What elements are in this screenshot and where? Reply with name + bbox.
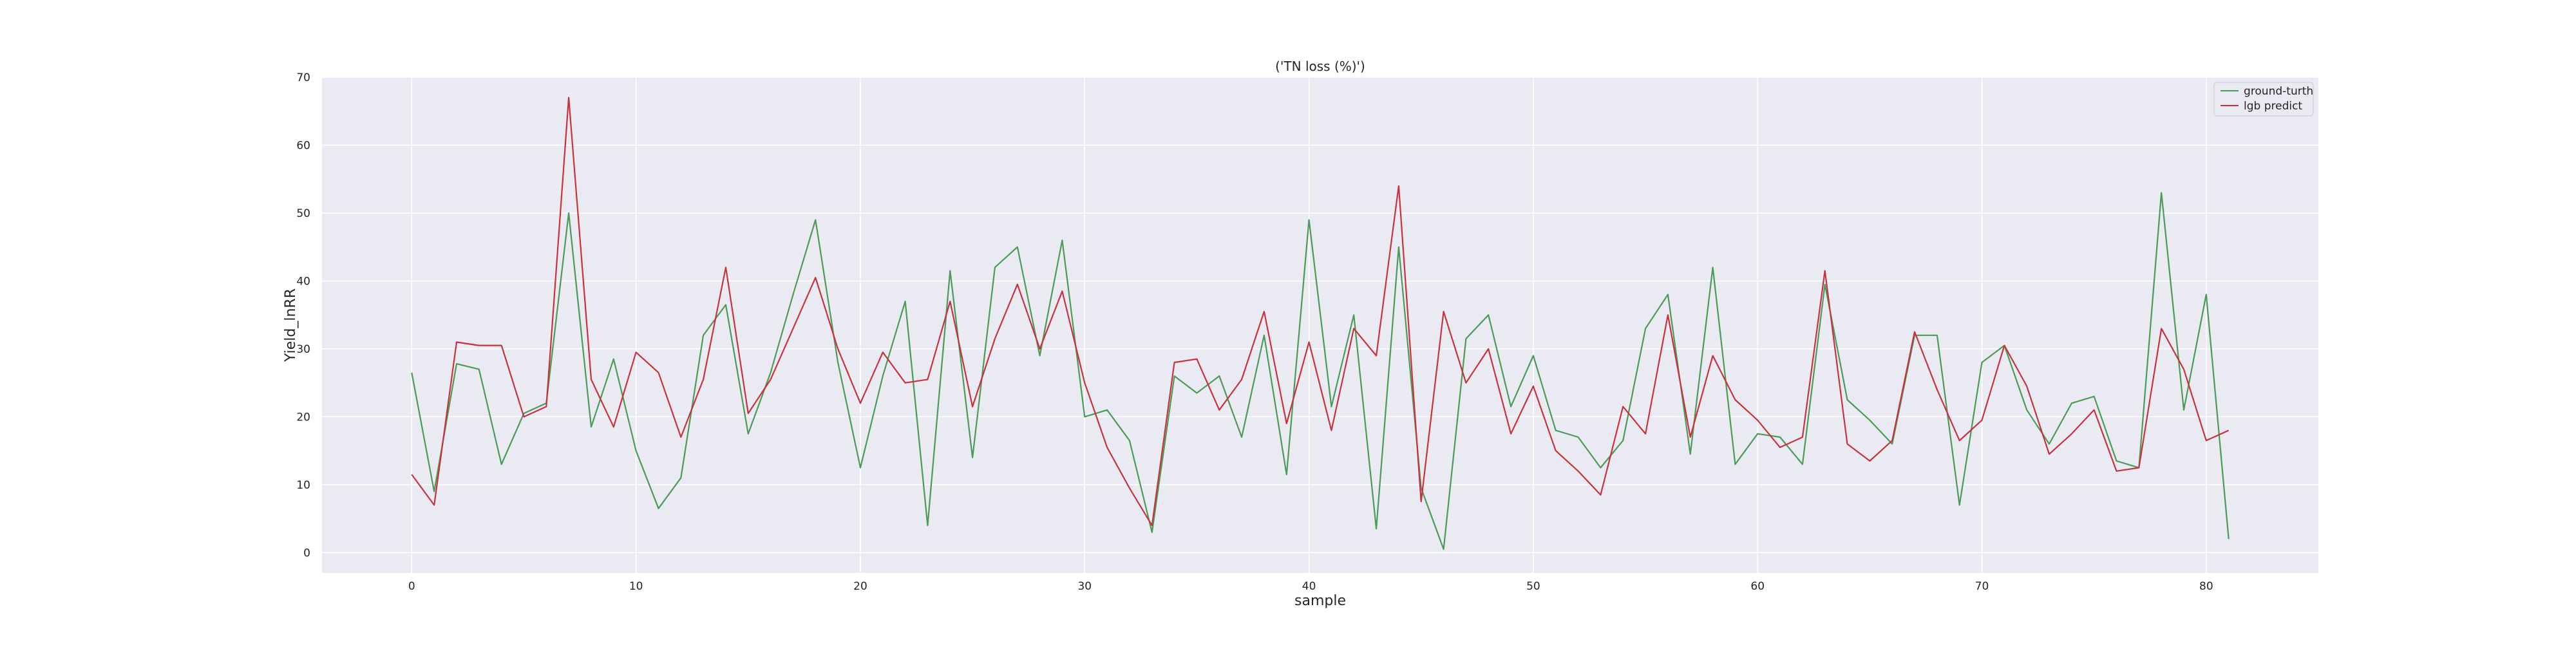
x-tick-label: 60: [1750, 580, 1765, 593]
x-tick-label: 50: [1526, 580, 1540, 593]
x-tick-label: 40: [1302, 580, 1316, 593]
y-tick-label: 20: [296, 411, 310, 424]
y-tick-label: 30: [296, 343, 310, 356]
y-tick-label: 10: [296, 479, 310, 492]
y-tick-label: 50: [296, 207, 310, 220]
x-tick-label: 70: [1975, 580, 1989, 593]
x-axis-label: sample: [1294, 593, 1346, 609]
legend-box: [2213, 82, 2314, 117]
x-tick-label: 10: [629, 580, 643, 593]
y-tick-label: 40: [296, 275, 310, 288]
y-tick-labels: 0 10 20 30 40 50 60 70: [296, 71, 310, 559]
series-line-lgb-predict: [411, 97, 2230, 527]
plot-area-background: [322, 77, 2318, 573]
x-tick-label: 30: [1077, 580, 1092, 593]
y-tick-label: 0: [303, 547, 310, 559]
grid-lines: [322, 77, 2318, 573]
legend-label-ground-turth: ground-turth: [2244, 85, 2313, 98]
legend: ground-turth lgb predict: [2213, 82, 2314, 117]
legend-label-lgb-predict: lgb predict: [2244, 100, 2302, 113]
x-tick-label: 20: [853, 580, 867, 593]
y-axis-label: Yield_lnRR: [283, 288, 299, 362]
y-tick-label: 60: [296, 139, 310, 152]
x-tick-label: 80: [2199, 580, 2213, 593]
y-tick-label: 70: [296, 71, 310, 84]
chart-title: ('TN loss (%)'): [1275, 59, 1365, 74]
series-lines: [411, 97, 2230, 550]
x-tick-labels: 0 10 20 30 40 50 60 70 80: [408, 580, 2213, 593]
x-tick-label: 0: [408, 580, 415, 593]
